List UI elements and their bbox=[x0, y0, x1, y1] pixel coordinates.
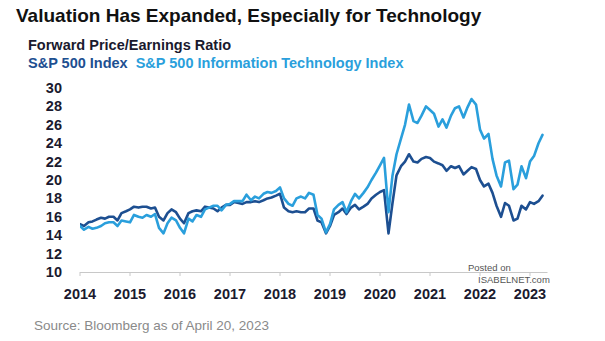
y-tick-label: 22 bbox=[46, 154, 62, 170]
x-tick-label: 2016 bbox=[164, 286, 196, 302]
x-tick-label: 2020 bbox=[364, 286, 396, 302]
x-tick bbox=[330, 272, 331, 276]
x-tick bbox=[430, 272, 431, 276]
y-tick-label: 16 bbox=[46, 209, 62, 225]
y-tick-label: 26 bbox=[46, 117, 62, 133]
x-tick-label: 2019 bbox=[314, 286, 346, 302]
y-tick-label: 14 bbox=[46, 227, 62, 243]
y-tick-label: 12 bbox=[46, 246, 62, 262]
y-tick-label: 10 bbox=[46, 264, 62, 280]
plot-area bbox=[80, 99, 543, 233]
x-tick-label: 2018 bbox=[264, 286, 296, 302]
y-tick-label: 18 bbox=[46, 190, 62, 206]
legend-entry: S&P 500 Index bbox=[28, 55, 128, 71]
chart-svg: Valuation Has Expanded, Especially for T… bbox=[0, 0, 605, 341]
chart-root: Valuation Has Expanded, Especially for T… bbox=[0, 0, 605, 341]
x-tick bbox=[380, 272, 381, 276]
y-tick-label: 24 bbox=[46, 135, 62, 151]
x-tick-label: 2015 bbox=[114, 286, 146, 302]
series-line bbox=[80, 99, 543, 233]
y-tick-label: 30 bbox=[46, 80, 62, 96]
x-tick bbox=[130, 272, 131, 276]
x-tick bbox=[180, 272, 181, 276]
x-tick bbox=[280, 272, 281, 276]
x-tick-label: 2023 bbox=[514, 286, 546, 302]
y-tick-label: 20 bbox=[46, 172, 62, 188]
x-tick bbox=[230, 272, 231, 276]
annotation: ISABELNET.com bbox=[478, 274, 550, 285]
source: Source: Bloomberg as of April 20, 2023 bbox=[34, 318, 269, 333]
legend-entry: S&P 500 Information Technology Index bbox=[136, 55, 404, 71]
legend: S&P 500 Index S&P 500 Information Technol… bbox=[28, 55, 403, 71]
annotation: Posted on bbox=[468, 262, 511, 273]
x-tick-label: 2022 bbox=[464, 286, 496, 302]
x-tick-label: 2014 bbox=[64, 286, 96, 302]
y-tick-label: 28 bbox=[46, 98, 62, 114]
x-tick bbox=[80, 272, 81, 276]
x-tick-label: 2021 bbox=[414, 286, 446, 302]
x-tick-label: 2017 bbox=[214, 286, 246, 302]
title: Valuation Has Expanded, Especially for T… bbox=[16, 5, 482, 26]
subtitle: Forward Price/Earnings Ratio bbox=[28, 37, 231, 53]
